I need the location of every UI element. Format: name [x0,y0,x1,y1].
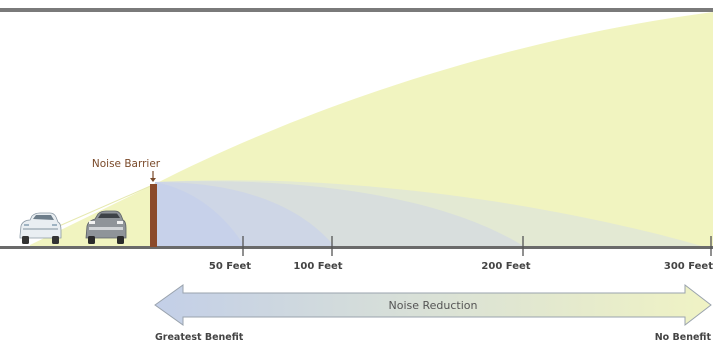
greatest-benefit-label: Greatest Benefit [155,332,244,342]
noise-barrier-wall [150,184,157,247]
tick-label-50: 50 Feet [209,261,251,272]
white-sedan-icon [19,212,62,244]
barrier-pointer-arrow-icon [150,171,156,182]
ground-line [0,246,713,249]
noise-barrier-label: Noise Barrier [92,158,161,170]
top-rule [0,8,713,12]
noise-ray-line [49,183,156,231]
tick-label-100: 100 Feet [293,261,342,272]
tick-label-300: 300 Feet [664,261,713,272]
gray-suv-icon [85,210,127,244]
shadow-zone-50 [155,182,245,247]
tick-label-200: 200 Feet [481,261,530,272]
no-benefit-label: No Benefit [655,332,712,342]
noise-reduction-label: Noise Reduction [389,299,478,312]
noise-reduction-arrow [154,283,712,327]
